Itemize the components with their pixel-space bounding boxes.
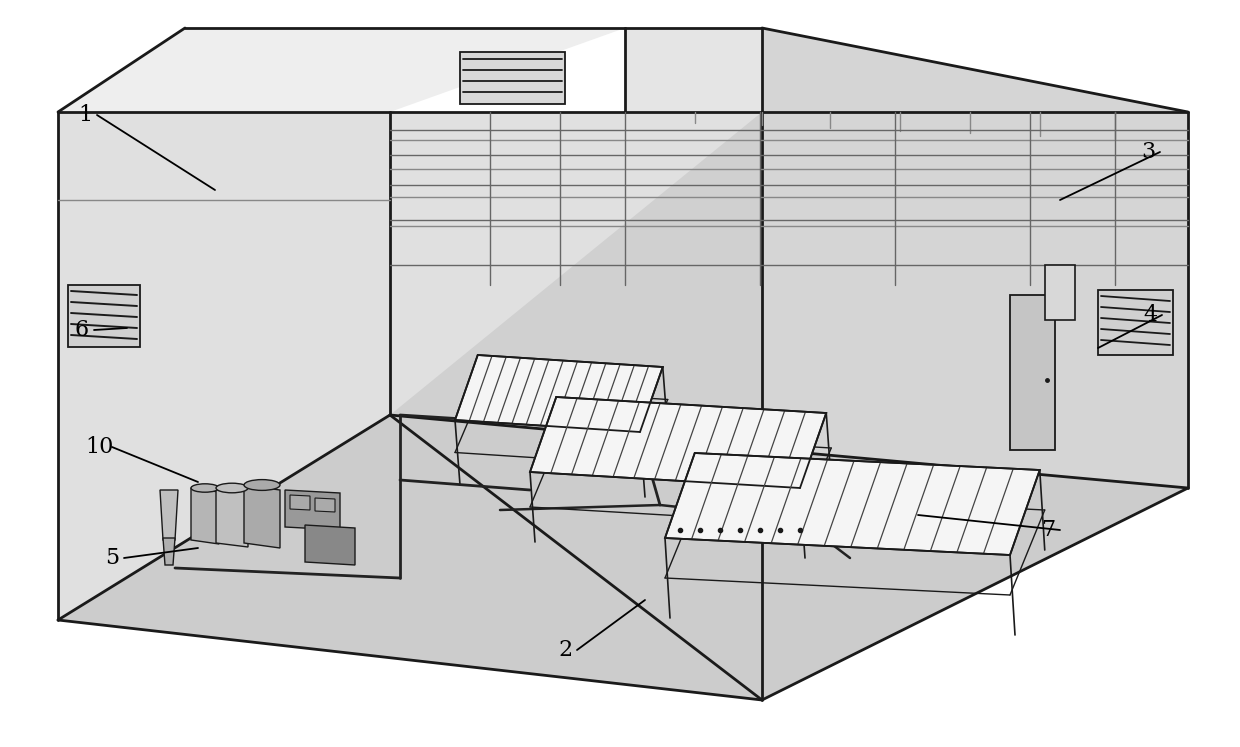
Ellipse shape <box>244 480 280 490</box>
Polygon shape <box>315 498 335 512</box>
Polygon shape <box>625 28 1188 112</box>
Text: 5: 5 <box>105 547 119 569</box>
Polygon shape <box>244 485 280 548</box>
Polygon shape <box>665 453 1040 555</box>
Polygon shape <box>305 525 355 565</box>
Polygon shape <box>391 415 1188 700</box>
Polygon shape <box>58 415 1188 700</box>
Polygon shape <box>529 397 826 488</box>
Polygon shape <box>1011 295 1055 450</box>
Polygon shape <box>191 488 219 544</box>
Text: 6: 6 <box>74 319 89 341</box>
Text: 3: 3 <box>1141 141 1156 163</box>
Text: 10: 10 <box>86 436 114 458</box>
Text: 4: 4 <box>1143 304 1157 326</box>
Ellipse shape <box>191 484 219 492</box>
Polygon shape <box>285 490 340 530</box>
Polygon shape <box>58 28 625 112</box>
Polygon shape <box>1097 290 1173 355</box>
Polygon shape <box>160 490 179 540</box>
Text: 7: 7 <box>1040 519 1055 541</box>
Text: 1: 1 <box>78 104 92 126</box>
Text: 2: 2 <box>558 639 572 661</box>
Polygon shape <box>162 538 175 565</box>
Polygon shape <box>455 355 662 432</box>
Polygon shape <box>290 495 310 510</box>
Polygon shape <box>216 488 248 547</box>
Polygon shape <box>391 112 763 415</box>
Ellipse shape <box>216 483 248 493</box>
Polygon shape <box>68 285 140 347</box>
Polygon shape <box>1045 265 1075 320</box>
Polygon shape <box>763 28 1188 700</box>
Polygon shape <box>460 52 565 104</box>
Polygon shape <box>58 112 391 620</box>
Polygon shape <box>391 112 1188 488</box>
